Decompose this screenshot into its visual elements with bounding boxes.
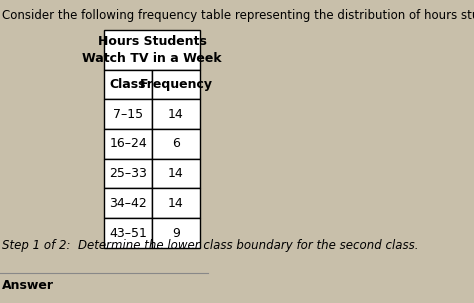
Text: 6: 6 <box>172 138 180 150</box>
FancyBboxPatch shape <box>152 188 200 218</box>
FancyBboxPatch shape <box>152 159 200 188</box>
FancyBboxPatch shape <box>104 30 200 70</box>
Text: 14: 14 <box>168 167 184 180</box>
FancyBboxPatch shape <box>104 70 152 99</box>
Text: 25–33: 25–33 <box>109 167 147 180</box>
FancyBboxPatch shape <box>104 188 152 218</box>
Text: 9: 9 <box>172 227 180 239</box>
Text: 14: 14 <box>168 108 184 121</box>
FancyBboxPatch shape <box>152 99 200 129</box>
Text: Answer: Answer <box>2 279 54 292</box>
Text: Consider the following frequency table representing the distribution of hours st: Consider the following frequency table r… <box>2 9 474 22</box>
Text: 7–15: 7–15 <box>113 108 143 121</box>
FancyBboxPatch shape <box>104 129 152 159</box>
Text: 43–51: 43–51 <box>109 227 147 239</box>
Text: Class: Class <box>110 78 146 91</box>
FancyBboxPatch shape <box>104 99 152 129</box>
Text: 16–24: 16–24 <box>109 138 147 150</box>
FancyBboxPatch shape <box>152 129 200 159</box>
Text: Step 1 of 2:  Determine the lower class boundary for the second class.: Step 1 of 2: Determine the lower class b… <box>2 239 419 252</box>
Text: 34–42: 34–42 <box>109 197 147 210</box>
FancyBboxPatch shape <box>104 159 152 188</box>
FancyBboxPatch shape <box>152 218 200 248</box>
Text: Frequency: Frequency <box>139 78 212 91</box>
Text: Hours Students
Watch TV in a Week: Hours Students Watch TV in a Week <box>82 35 222 65</box>
FancyBboxPatch shape <box>152 70 200 99</box>
Text: 14: 14 <box>168 197 184 210</box>
FancyBboxPatch shape <box>104 218 152 248</box>
